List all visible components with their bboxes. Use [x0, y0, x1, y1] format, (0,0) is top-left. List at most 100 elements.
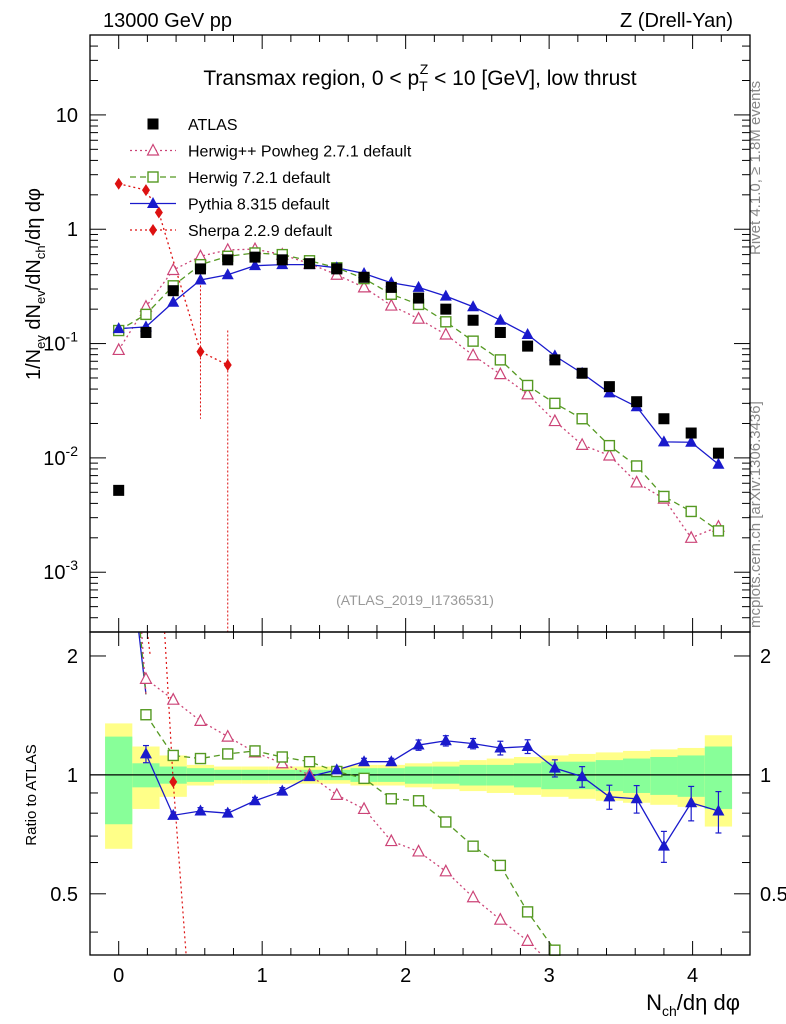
- data-point: [303, 770, 316, 782]
- legend-label: ATLAS: [188, 117, 238, 134]
- data-point: [576, 413, 588, 425]
- data-point: [493, 912, 507, 925]
- series-line: [146, 631, 151, 657]
- data-point: [221, 806, 234, 818]
- y-tick-label: 10-3: [43, 557, 78, 584]
- data-point: [630, 460, 643, 472]
- data-point: [467, 840, 479, 852]
- data-point: [494, 859, 507, 872]
- data-point: [439, 289, 452, 301]
- data-point: [712, 457, 725, 469]
- data-point: [194, 804, 207, 816]
- data-point: [439, 327, 453, 340]
- data-point: [603, 790, 616, 802]
- data-point: [440, 303, 452, 315]
- data-point: [385, 793, 398, 805]
- data-point: [467, 300, 480, 312]
- data-point: [522, 340, 534, 352]
- legend-label: Herwig 7.2.1 default: [188, 170, 331, 187]
- data-point: [141, 184, 150, 197]
- data-point: [440, 316, 452, 328]
- data-point: [603, 439, 616, 452]
- data-point: [113, 484, 125, 496]
- data-point: [493, 366, 507, 380]
- x-tick-label: 0: [113, 965, 124, 987]
- data-point: [304, 258, 316, 270]
- data-point: [222, 254, 234, 266]
- ratio-panel: 0 1 2 3 4 0.5 0.5 1 1 2 2 Ratio to ATLAS Nch/dη dφ: [23, 631, 786, 1019]
- series-line: [118, 248, 719, 539]
- main-panel: 10-3 10-2 10-1 1 10 Transmax region, 0 < pTZ…: [23, 34, 751, 633]
- data-point: [631, 396, 643, 408]
- legend-label: Herwig++ Powheg 2.7.1 default: [188, 144, 412, 161]
- data-point: [658, 413, 670, 425]
- legend-label: Pythia 8.315 default: [188, 197, 330, 214]
- y-tick-label: 1: [67, 765, 78, 787]
- data-point: [521, 328, 534, 340]
- data-point: [330, 787, 344, 800]
- y-tick-label-right: 1: [760, 765, 771, 787]
- series-line: [145, 714, 556, 951]
- data-point: [249, 259, 261, 271]
- title-part-2: < 10 [GeV], low thrust: [428, 67, 637, 90]
- data-point: [466, 347, 480, 361]
- data-point: [357, 801, 371, 815]
- y-tick-label: 10-1: [43, 329, 78, 356]
- data-point: [167, 285, 179, 297]
- data-point: [685, 435, 698, 447]
- data-point: [357, 280, 371, 293]
- x-axis-label: Nch/dη dφ: [646, 990, 740, 1019]
- data-point: [521, 739, 534, 751]
- data-point: [549, 944, 561, 956]
- data-point: [249, 745, 261, 757]
- data-point: [112, 342, 126, 356]
- main-y-label: 1/Nev dNev/dNch/dη dφ: [23, 188, 48, 380]
- data-point: [167, 295, 180, 307]
- legend-label: Sherpa 2.2.9 default: [188, 223, 333, 240]
- data-point: [439, 864, 453, 877]
- data-point: [549, 397, 561, 410]
- data-point: [521, 933, 535, 946]
- series-line: [145, 678, 529, 942]
- data-point: [685, 796, 698, 808]
- data-point: [467, 737, 480, 749]
- data-point: [140, 326, 152, 338]
- data-point: [146, 143, 160, 156]
- data-point: [712, 525, 725, 537]
- data-point: [467, 314, 479, 326]
- data-point: [630, 475, 644, 488]
- data-point: [603, 381, 615, 393]
- data-point: [602, 448, 616, 461]
- data-point: [223, 358, 232, 371]
- data-point: [112, 322, 125, 334]
- data-point: [412, 795, 425, 807]
- data-point: [576, 367, 588, 379]
- data-point: [549, 354, 561, 366]
- y-tick-label-right: 2: [760, 646, 771, 668]
- title-sup-Z: Z: [420, 61, 429, 77]
- series-line: [141, 631, 147, 695]
- data-point: [685, 427, 697, 439]
- y-tick-label: 2: [67, 646, 78, 668]
- data-point: [193, 713, 207, 726]
- analysis-label: (ATLAS_2019_I1736531): [336, 592, 494, 608]
- legend: ATLAS Herwig++ Powheg 2.7.1 default Herwig…: [130, 117, 412, 240]
- stat-uncertainty-band: [650, 756, 678, 795]
- data-point: [712, 447, 724, 459]
- data-point: [685, 505, 697, 518]
- data-point: [147, 118, 159, 130]
- data-point: [412, 738, 425, 750]
- data-point: [276, 254, 288, 266]
- data-point: [276, 784, 289, 796]
- data-point: [575, 437, 589, 450]
- data-point: [494, 354, 507, 366]
- data-point: [249, 794, 261, 806]
- data-point: [521, 386, 535, 400]
- process-label: Z (Drell-Yan): [620, 10, 733, 32]
- data-point: [466, 889, 480, 903]
- x-tick-label: 1: [257, 965, 268, 987]
- data-point: [548, 413, 562, 427]
- y-tick-label: 10: [56, 105, 78, 127]
- data-point: [330, 763, 343, 775]
- data-point: [222, 748, 234, 760]
